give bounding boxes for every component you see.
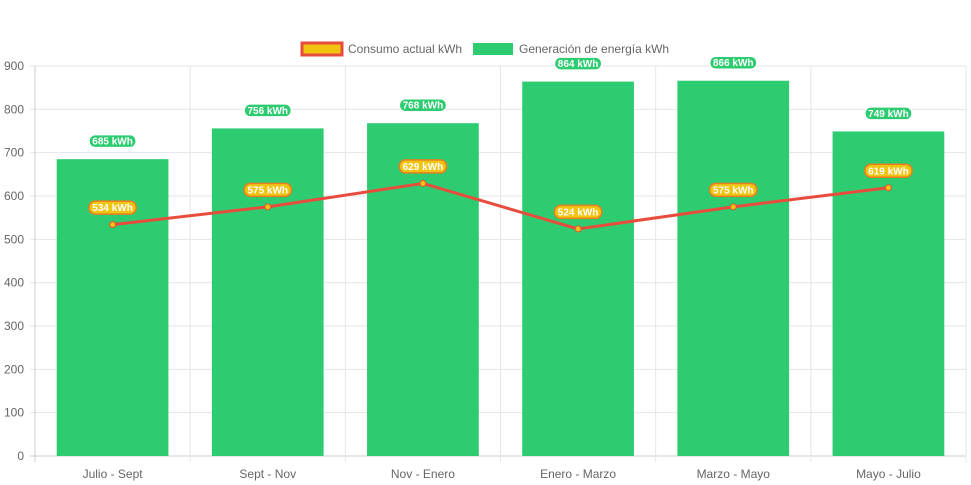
legend-label-generacion: Generación de energía kWh [519, 42, 669, 56]
series-line [112, 181, 889, 231]
x-tick-label: Marzo - Mayo [697, 467, 771, 481]
legend-swatch-consumo [300, 41, 344, 57]
bar-value-label-bg [553, 56, 603, 71]
bar[interactable] [832, 131, 945, 456]
line-value-label-text: 575 kWh [713, 185, 754, 196]
bar-value-label-bg [88, 133, 137, 149]
y-tick-label: 600 [4, 189, 24, 203]
bar-value-label-bg [243, 103, 293, 118]
legend-item-consumo[interactable]: Consumo actual kWh [300, 41, 462, 57]
bar-value-label: 685 kWh [88, 133, 137, 149]
x-tick-label: Nov - Enero [391, 467, 455, 481]
x-tick-label: Mayo - Julio [856, 467, 921, 481]
bar-value-label-bg [398, 97, 448, 113]
line-value-label: 619 kWh [864, 163, 913, 179]
line-point[interactable] [419, 179, 427, 187]
line-value-label-bg [88, 200, 137, 215]
legend-label-consumo: Consumo actual kWh [348, 42, 462, 56]
y-tick-label: 500 [4, 232, 24, 246]
line-value-label-text: 629 kWh [403, 162, 444, 173]
bar[interactable] [522, 81, 634, 456]
line-value-label-text: 575 kWh [247, 185, 288, 196]
x-tick-label: Enero - Marzo [540, 467, 616, 481]
y-tick-label: 100 [4, 406, 24, 420]
y-tick-label: 400 [4, 276, 24, 290]
line-value-label: 629 kWh [398, 159, 448, 174]
line-value-label-bg [864, 163, 913, 179]
y-tick-label: 700 [4, 146, 24, 160]
line-point[interactable] [729, 203, 737, 211]
y-tick-label: 800 [4, 102, 24, 116]
line-value-label: 575 kWh [708, 182, 758, 198]
bar-value-label-text: 749 kWh [868, 109, 909, 120]
x-axis: Julio - Sept Sept - Nov Nov - Enero Enero -… [83, 467, 922, 481]
bar-value-label-text: 864 kWh [558, 59, 599, 70]
line-point[interactable] [264, 203, 272, 211]
bar[interactable] [367, 123, 479, 456]
bar-value-label: 768 kWh [398, 97, 448, 113]
y-axis: 0 100 200 300 400 500 600 700 800 900 [4, 59, 24, 463]
line-value-label-bg [708, 182, 758, 198]
line-value-label-text: 534 kWh [92, 203, 133, 214]
bars-series-generacion [56, 80, 945, 456]
bar-value-label: 756 kWh [243, 103, 293, 118]
grid [30, 65, 967, 462]
bar-value-label-bg [864, 106, 913, 121]
bar-value-label-bg [708, 55, 758, 70]
legend: Consumo actual kWh Generación de energía… [300, 41, 669, 57]
y-tick-label: 300 [4, 319, 24, 333]
line-value-label-bg [398, 159, 448, 174]
legend-swatch-generacion [473, 43, 513, 55]
line-point[interactable] [884, 184, 892, 192]
line-point[interactable] [574, 225, 582, 233]
line-value-label: 575 kWh [243, 182, 293, 198]
legend-item-generacion[interactable]: Generación de energía kWh [473, 42, 669, 56]
line-value-label: 524 kWh [553, 204, 603, 220]
line-series-consumo [109, 179, 892, 233]
y-tick-label: 900 [4, 59, 24, 73]
bar-value-label-text: 768 kWh [403, 101, 444, 112]
bar-value-label: 749 kWh [864, 106, 913, 121]
bar-value-label-text: 866 kWh [713, 58, 754, 69]
data-labels: 685 kWh 756 kWh 768 kWh 864 kWh 866 kWh 749 k… [88, 55, 913, 220]
bar-value-label: 864 kWh [553, 56, 603, 71]
line-value-label-text: 524 kWh [558, 207, 599, 218]
x-tick-label: Julio - Sept [83, 467, 144, 481]
line-value-label: 534 kWh [88, 200, 137, 215]
bar[interactable] [677, 80, 790, 456]
y-tick-label: 0 [17, 449, 24, 463]
line-value-label-bg [243, 182, 293, 198]
x-tick-label: Sept - Nov [239, 467, 296, 481]
bar[interactable] [211, 128, 324, 456]
line-value-label-text: 619 kWh [868, 166, 909, 177]
y-tick-label: 200 [4, 362, 24, 376]
bar-value-label-text: 756 kWh [247, 106, 288, 117]
bar-value-label-text: 685 kWh [92, 137, 133, 148]
line-point[interactable] [109, 221, 117, 229]
line-value-label-bg [553, 204, 603, 220]
bar-value-label: 866 kWh [708, 55, 758, 70]
